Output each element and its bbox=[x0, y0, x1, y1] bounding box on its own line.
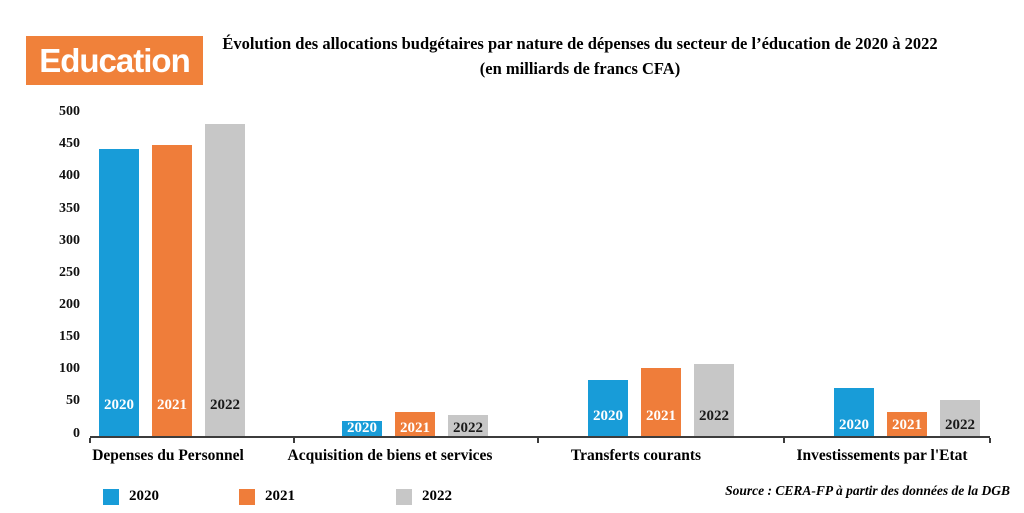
legend-item-2022: 2022 bbox=[396, 488, 452, 505]
legend-swatch-2021 bbox=[239, 488, 255, 505]
legend-item-2020: 2020 bbox=[103, 488, 159, 505]
bar-year-label: 2020 bbox=[593, 408, 623, 424]
bar-year-label: 2022 bbox=[945, 417, 975, 433]
y-axis-tick-label: 150 bbox=[59, 329, 80, 345]
y-axis-tick-label: 0 bbox=[73, 425, 80, 441]
bar-2021-category-1 bbox=[152, 145, 192, 437]
legend-item-2021: 2021 bbox=[239, 488, 295, 505]
legend-swatch-2022 bbox=[396, 488, 412, 505]
source-text: Source : CERA-FP à partir des données de… bbox=[725, 483, 1010, 498]
x-axis-tick bbox=[292, 438, 295, 443]
bar-2021-category-2 bbox=[395, 411, 435, 437]
x-axis-tick bbox=[89, 438, 91, 443]
bar-year-label: 2020 bbox=[104, 397, 134, 413]
y-axis-tick-label: 100 bbox=[59, 361, 80, 377]
x-axis-line bbox=[90, 436, 990, 438]
bar-year-label: 2021 bbox=[892, 417, 922, 433]
category-label-4: Investissements par l'Etat bbox=[796, 447, 968, 464]
bar-year-label: 2022 bbox=[453, 420, 483, 436]
bar-2022-category-4 bbox=[940, 400, 980, 437]
bar-2021-category-4 bbox=[887, 411, 927, 437]
bar-year-label: 2022 bbox=[699, 408, 729, 424]
category-label-3: Transferts courants bbox=[570, 447, 702, 464]
chart-title: Évolution des allocations budgétaires pa… bbox=[150, 31, 1010, 81]
bar-2020-category-1 bbox=[99, 149, 139, 437]
bar-2022-category-3 bbox=[694, 363, 734, 437]
bar-2022-category-1 bbox=[205, 124, 245, 437]
y-axis-tick-label: 300 bbox=[59, 232, 80, 248]
category-label-2: Acquisition de biens et services bbox=[287, 447, 493, 464]
bar-year-label: 2021 bbox=[157, 397, 187, 413]
legend-label-2020: 2020 bbox=[129, 488, 159, 504]
y-axis-tick-label: 50 bbox=[66, 393, 80, 409]
legend-swatch-2020 bbox=[103, 488, 119, 505]
bar-year-label: 2022 bbox=[210, 397, 240, 413]
y-axis-tick-label: 400 bbox=[59, 168, 80, 184]
chart-title-line2: (en milliards de francs CFA) bbox=[479, 59, 681, 78]
bar-2020-category-3 bbox=[588, 380, 628, 437]
y-axis-tick-label: 200 bbox=[59, 296, 80, 312]
y-axis-tick-label: 350 bbox=[59, 200, 80, 216]
x-axis-tick bbox=[537, 438, 539, 443]
legend-label-2021: 2021 bbox=[265, 488, 295, 504]
education-badge: Education bbox=[26, 36, 203, 85]
y-axis-tick-label: 450 bbox=[59, 136, 80, 152]
category-label-1: Depenses du Personnel bbox=[92, 447, 244, 464]
legend-label-2022: 2022 bbox=[422, 488, 452, 504]
x-axis-tick bbox=[989, 438, 991, 443]
bar-year-label: 2021 bbox=[646, 408, 676, 424]
y-axis-tick-label: 500 bbox=[59, 104, 80, 120]
bar-2020-category-4 bbox=[834, 388, 874, 437]
bar-year-label: 2021 bbox=[400, 420, 430, 436]
x-axis-tick bbox=[783, 438, 785, 443]
bar-2020-category-2 bbox=[342, 420, 382, 437]
bar-year-label: 2020 bbox=[347, 420, 377, 436]
bar-2021-category-3 bbox=[641, 368, 681, 437]
y-axis-tick-label: 250 bbox=[59, 264, 80, 280]
bar-2022-category-2 bbox=[448, 415, 488, 437]
bar-year-label: 2020 bbox=[839, 417, 869, 433]
chart-title-line1: Évolution des allocations budgétaires pa… bbox=[222, 34, 938, 53]
